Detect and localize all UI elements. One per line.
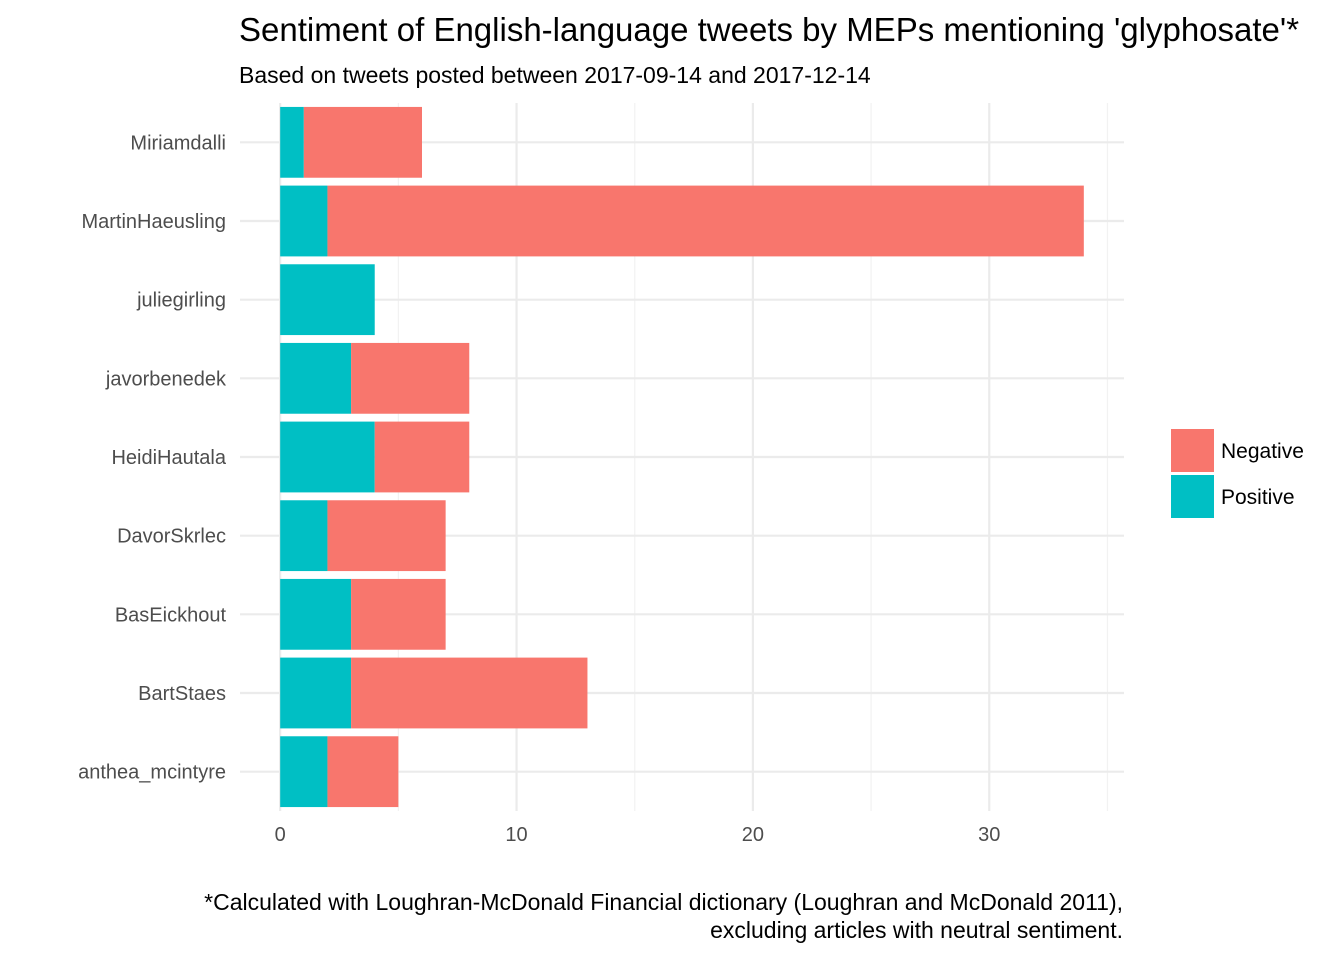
bar-positive-heidihautala (280, 421, 375, 493)
y-tick-label: HeidiHautala (111, 447, 226, 469)
bar-negative-bartstaes (351, 657, 588, 729)
legend-key-negative (1171, 429, 1214, 472)
bar-negative-heidihautala (374, 421, 470, 493)
chart-subtitle: Based on tweets posted between 2017-09-1… (239, 62, 871, 88)
y-tick-label: MartinHaeusling (81, 211, 226, 233)
x-tick-label: 30 (978, 824, 1000, 846)
caption-line-1: *Calculated with Loughran-McDonald Finan… (204, 889, 1123, 915)
legend: Negative Positive (1171, 429, 1304, 518)
y-tick-label: juliegirling (136, 290, 226, 312)
bar-positive-baseickhout (280, 578, 352, 650)
bar-positive-anthea_mcintyre (280, 736, 328, 808)
bar-positive-miriamdalli (280, 106, 304, 178)
x-tick-label: 20 (742, 824, 764, 846)
bar-negative-anthea_mcintyre (327, 736, 399, 808)
legend-key-positive (1171, 475, 1214, 518)
x-tick-label: 0 (275, 824, 286, 846)
bar-negative-javorbenedek (351, 342, 470, 414)
bar-negative-baseickhout (351, 578, 446, 650)
bar-positive-juliegirling (280, 264, 375, 336)
chart-title: Sentiment of English-language tweets by … (239, 11, 1299, 48)
y-tick-label: anthea_mcintyre (78, 762, 226, 784)
caption-line-2: excluding articles with neutral sentimen… (710, 917, 1123, 943)
bar-positive-davorskrlec (280, 500, 328, 572)
bar-negative-davorskrlec (327, 500, 446, 572)
bar-positive-bartstaes (280, 657, 352, 729)
y-tick-label: BartStaes (138, 683, 226, 705)
bar-positive-javorbenedek (280, 342, 352, 414)
bars (280, 106, 1084, 808)
legend-label-positive: Positive (1221, 486, 1295, 509)
bar-negative-miriamdalli (303, 106, 422, 178)
bar-negative-martinhaeusling (327, 185, 1084, 257)
y-axis-tick-labels: Miriamdalli MartinHaeusling juliegirling ja… (78, 132, 227, 783)
y-tick-label: DavorSkrlec (117, 526, 226, 548)
x-axis-tick-labels: 0 10 20 30 (275, 824, 1001, 846)
y-tick-label: javorbenedek (105, 368, 227, 390)
plot-area: Miriamdalli MartinHaeusling juliegirling ja… (78, 103, 1124, 846)
legend-label-negative: Negative (1221, 440, 1304, 463)
y-tick-label: Miriamdalli (130, 132, 226, 154)
bar-positive-martinhaeusling (280, 185, 328, 257)
y-tick-label: BasEickhout (115, 604, 227, 626)
x-tick-label: 10 (505, 824, 527, 846)
